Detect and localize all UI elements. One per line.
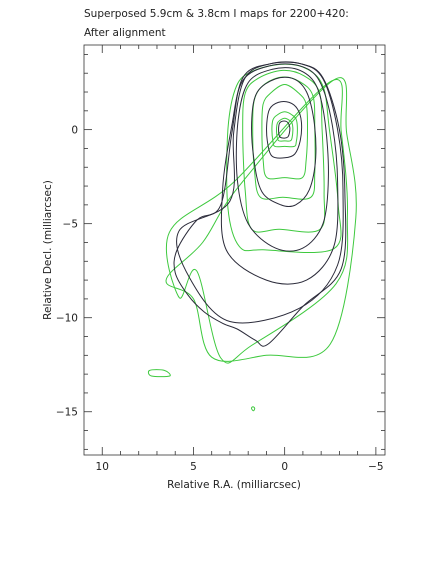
contour-line bbox=[261, 83, 309, 180]
series-dark-map bbox=[173, 61, 347, 347]
x-axis-tick-labels: 10 5 0 −5 bbox=[96, 461, 384, 473]
contour-line bbox=[173, 61, 347, 347]
contour-line bbox=[147, 369, 171, 378]
x-tick-label: 10 bbox=[96, 461, 109, 473]
y-tick-label: −10 bbox=[56, 313, 78, 325]
y-tick-label: −5 bbox=[63, 219, 78, 231]
y-axis-label: Relative Decl. (milliarcsec) bbox=[42, 180, 54, 320]
x-tick-label: 0 bbox=[281, 461, 288, 473]
contour-line bbox=[251, 406, 256, 412]
chart-subtitle: After alignment bbox=[84, 27, 166, 39]
x-tick-label: 5 bbox=[190, 461, 197, 473]
axis-ticks bbox=[84, 45, 385, 455]
contour-line bbox=[266, 101, 303, 159]
contour-line bbox=[251, 76, 317, 208]
plot-frame bbox=[83, 44, 386, 456]
contour-line bbox=[165, 77, 357, 362]
chart-title: Superposed 5.9cm & 3.8cm I maps for 2200… bbox=[84, 8, 349, 20]
contour-line bbox=[278, 120, 291, 139]
contour-line bbox=[220, 63, 339, 285]
x-axis-label: Relative R.A. (milliarcsec) bbox=[167, 479, 301, 491]
y-tick-label: 0 bbox=[71, 125, 78, 137]
contour-line bbox=[235, 67, 329, 252]
series-green-map bbox=[147, 63, 357, 412]
contour-line bbox=[275, 117, 294, 142]
contour-line bbox=[271, 111, 298, 148]
contour-line bbox=[242, 69, 326, 233]
y-tick-label: −15 bbox=[56, 407, 78, 419]
x-tick-label: −5 bbox=[368, 461, 383, 473]
contour-layer bbox=[147, 61, 357, 412]
y-axis-tick-labels: 0 −5 −10 −15 bbox=[56, 125, 78, 419]
contour-line bbox=[165, 78, 349, 364]
